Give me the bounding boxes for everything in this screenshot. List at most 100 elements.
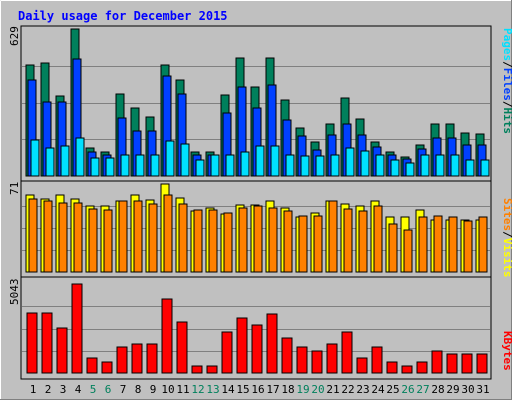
sites-bar-21 xyxy=(328,200,338,273)
pages-bar-22 xyxy=(345,147,355,177)
kbytes-bar-15 xyxy=(236,317,248,374)
kbytes-bar-9 xyxy=(146,343,158,374)
x-tick-label: 15 xyxy=(236,383,249,396)
x-tick-label: 24 xyxy=(371,383,385,396)
sites-bar-23 xyxy=(358,210,368,273)
kbytes-bar-21 xyxy=(326,343,338,374)
sites-bar-25 xyxy=(388,223,398,273)
legend-sites: Sites xyxy=(501,198,512,231)
chart-title: Daily usage for December 2015 xyxy=(18,9,228,23)
kbytes-panel-frame xyxy=(20,276,492,380)
x-tick-label: 9 xyxy=(150,383,157,396)
kbytes-bar-4 xyxy=(71,283,83,374)
bar-series xyxy=(25,28,490,374)
pages-bar-1 xyxy=(30,139,40,177)
x-tick-label: 26 xyxy=(401,383,414,396)
hits-legend: Pages/Files/Hits xyxy=(501,28,512,134)
sites-bar-4 xyxy=(73,202,83,273)
sites-bar-16 xyxy=(253,205,263,273)
pages-bar-21 xyxy=(330,154,340,177)
hits-ymax-label: 629 xyxy=(8,26,21,46)
pages-bar-29 xyxy=(450,154,460,177)
x-tick-label: 23 xyxy=(356,383,369,396)
x-tick-label: 20 xyxy=(311,383,324,396)
legend-visits: Visits xyxy=(501,238,512,278)
pages-bar-2 xyxy=(45,147,55,177)
x-tick-label: 25 xyxy=(386,383,399,396)
legend-files: Files xyxy=(501,68,512,101)
sites-bar-19 xyxy=(298,215,308,273)
pages-bar-25 xyxy=(390,159,400,177)
kbytes-bar-16 xyxy=(251,324,263,374)
pages-bar-26 xyxy=(405,162,415,177)
kbytes-bar-22 xyxy=(341,331,353,374)
kbytes-bar-27 xyxy=(416,361,428,374)
sites-bar-12 xyxy=(193,209,203,273)
sites-bar-11 xyxy=(178,203,188,273)
kbytes-bar-11 xyxy=(176,321,188,374)
kbytes-bar-18 xyxy=(281,337,293,374)
sites-bar-1 xyxy=(28,198,38,273)
pages-bar-18 xyxy=(285,154,295,177)
x-tick-label: 31 xyxy=(476,383,489,396)
x-tick-label: 16 xyxy=(251,383,264,396)
pages-bar-20 xyxy=(315,155,325,177)
pages-bar-27 xyxy=(420,154,430,177)
x-tick-label: 13 xyxy=(206,383,219,396)
x-tick-label: 19 xyxy=(296,383,309,396)
sites-bar-24 xyxy=(373,205,383,273)
x-tick-label: 2 xyxy=(45,383,52,396)
pages-bar-23 xyxy=(360,150,370,177)
kbytes-bar-19 xyxy=(296,346,308,374)
sites-ymax-label: 71 xyxy=(8,182,21,195)
kbytes-bar-17 xyxy=(266,313,278,374)
x-tick-label: 27 xyxy=(416,383,429,396)
pages-bar-8 xyxy=(135,154,145,177)
kbytes-bar-8 xyxy=(131,343,143,374)
kbytes-ymax-label: 5043 xyxy=(8,279,21,306)
x-tick-label: 28 xyxy=(431,383,444,396)
sites-bar-28 xyxy=(433,215,443,273)
kbytes-bar-23 xyxy=(356,357,368,374)
sites-bar-14 xyxy=(223,212,233,273)
sites-bar-9 xyxy=(148,203,158,273)
sites-bar-13 xyxy=(208,209,218,273)
x-tick-label: 18 xyxy=(281,383,294,396)
sites-bar-5 xyxy=(88,208,98,273)
kbytes-bar-3 xyxy=(56,327,68,374)
pages-bar-24 xyxy=(375,154,385,177)
pages-bar-6 xyxy=(105,157,115,177)
x-tick-label: 14 xyxy=(221,383,235,396)
kbytes-bar-6 xyxy=(101,361,113,374)
sites-bar-27 xyxy=(418,216,428,273)
kbytes-bar-5 xyxy=(86,357,98,374)
x-tick-label: 8 xyxy=(135,383,142,396)
x-tick-label: 21 xyxy=(326,383,339,396)
kbytes-bar-2 xyxy=(41,312,53,374)
x-tick-label: 7 xyxy=(120,383,127,396)
pages-bar-16 xyxy=(255,145,265,177)
pages-bar-30 xyxy=(465,159,475,177)
sites-bar-18 xyxy=(283,210,293,273)
sites-bar-6 xyxy=(103,209,113,273)
sites-bar-22 xyxy=(343,208,353,273)
pages-bar-9 xyxy=(150,154,160,177)
x-tick-label: 5 xyxy=(90,383,97,396)
kbytes-bar-25 xyxy=(386,361,398,374)
kbytes-bar-24 xyxy=(371,346,383,374)
sites-bar-26 xyxy=(403,229,413,273)
pages-bar-31 xyxy=(480,159,490,177)
kbytes-bar-10 xyxy=(161,298,173,374)
kbytes-bar-12 xyxy=(191,365,203,374)
x-tick-label: 10 xyxy=(161,383,174,396)
pages-bar-3 xyxy=(60,145,70,177)
x-tick-label: 6 xyxy=(105,383,112,396)
pages-bar-13 xyxy=(210,154,220,177)
sites-bar-7 xyxy=(118,200,128,273)
sites-bar-2 xyxy=(43,200,53,273)
legend-hits: Hits xyxy=(501,108,512,135)
sites-bar-8 xyxy=(133,200,143,273)
x-tick-label: 4 xyxy=(75,383,82,396)
x-tick-label: 22 xyxy=(341,383,354,396)
